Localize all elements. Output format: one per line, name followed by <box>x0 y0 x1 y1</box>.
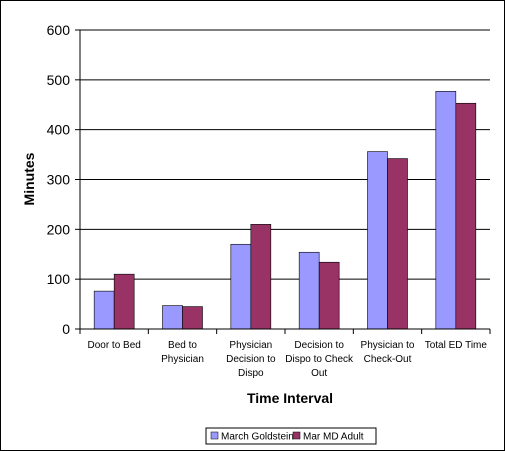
legend-label-mar-md-adult: Mar MD Adult <box>303 432 364 443</box>
bar-march-goldstein <box>230 243 252 330</box>
x-category-label: Total ED Time <box>425 340 488 351</box>
bars <box>93 90 477 330</box>
bar-mar-md-adult <box>182 306 203 330</box>
x-axis-title: Time Interval <box>247 390 333 406</box>
bar-mar-md-adult <box>318 261 340 330</box>
x-category-label-line: Door to Bed <box>87 340 140 351</box>
bar-mar-md-adult <box>455 102 477 330</box>
bar-mar-md-adult <box>387 158 408 330</box>
axes <box>75 29 491 334</box>
x-category-label-line: Check-Out <box>364 354 412 365</box>
y-tick-label: 0 <box>62 321 70 337</box>
grid-lines <box>80 29 490 280</box>
y-tick-label: 400 <box>47 122 71 138</box>
legend-box <box>205 427 377 445</box>
x-category-label-line: Dispo to Check <box>285 354 354 365</box>
x-category-label-line: Total ED Time <box>425 340 488 351</box>
x-category-label: Door to Bed <box>87 340 140 351</box>
bar-march-goldstein <box>93 290 115 330</box>
x-category-labels: Door to Bed Bed to Physician Physician Decis… <box>87 340 487 379</box>
y-tick-label: 300 <box>47 172 71 188</box>
y-tick-label: 100 <box>47 271 71 287</box>
bar-mar-md-adult <box>113 273 135 330</box>
x-category-label-line: Dispo <box>238 368 264 379</box>
bar-march-goldstein <box>162 305 183 330</box>
x-category-label-line: Physician <box>161 354 204 365</box>
y-axis-title: Minutes <box>21 152 37 205</box>
x-category-label-line: Decision to <box>294 340 344 351</box>
x-category-label: Decision to Dispo to Check Out <box>285 340 354 379</box>
legend-swatch-mar-md-adult <box>292 431 301 440</box>
x-category-label: Physician Decision to Dispo <box>226 340 276 379</box>
y-tick-label: 600 <box>47 22 71 38</box>
bar-march-goldstein <box>367 151 388 330</box>
x-category-label-line: Out <box>311 368 327 379</box>
bar-march-goldstein <box>298 251 320 330</box>
y-tick-label: 500 <box>47 72 71 88</box>
x-category-label: Bed to Physician <box>161 340 204 365</box>
y-tick-label: 200 <box>47 221 71 237</box>
x-category-label-line: Physician to <box>361 340 415 351</box>
bar-mar-md-adult <box>250 224 272 330</box>
x-category-label-line: Bed to <box>168 340 197 351</box>
legend-swatch-march-goldstein <box>210 431 219 440</box>
bar-march-goldstein <box>435 90 457 330</box>
x-category-label-line: Physician <box>229 340 272 351</box>
legend-label-march-goldstein: March Goldstein <box>221 432 294 443</box>
x-category-label-line: Decision to <box>226 354 276 365</box>
x-category-label: Physician to Check-Out <box>361 340 415 365</box>
legend: March Goldstein Mar MD Adult <box>205 427 377 445</box>
y-tick-labels: 0 100 200 300 400 500 600 <box>47 22 71 337</box>
